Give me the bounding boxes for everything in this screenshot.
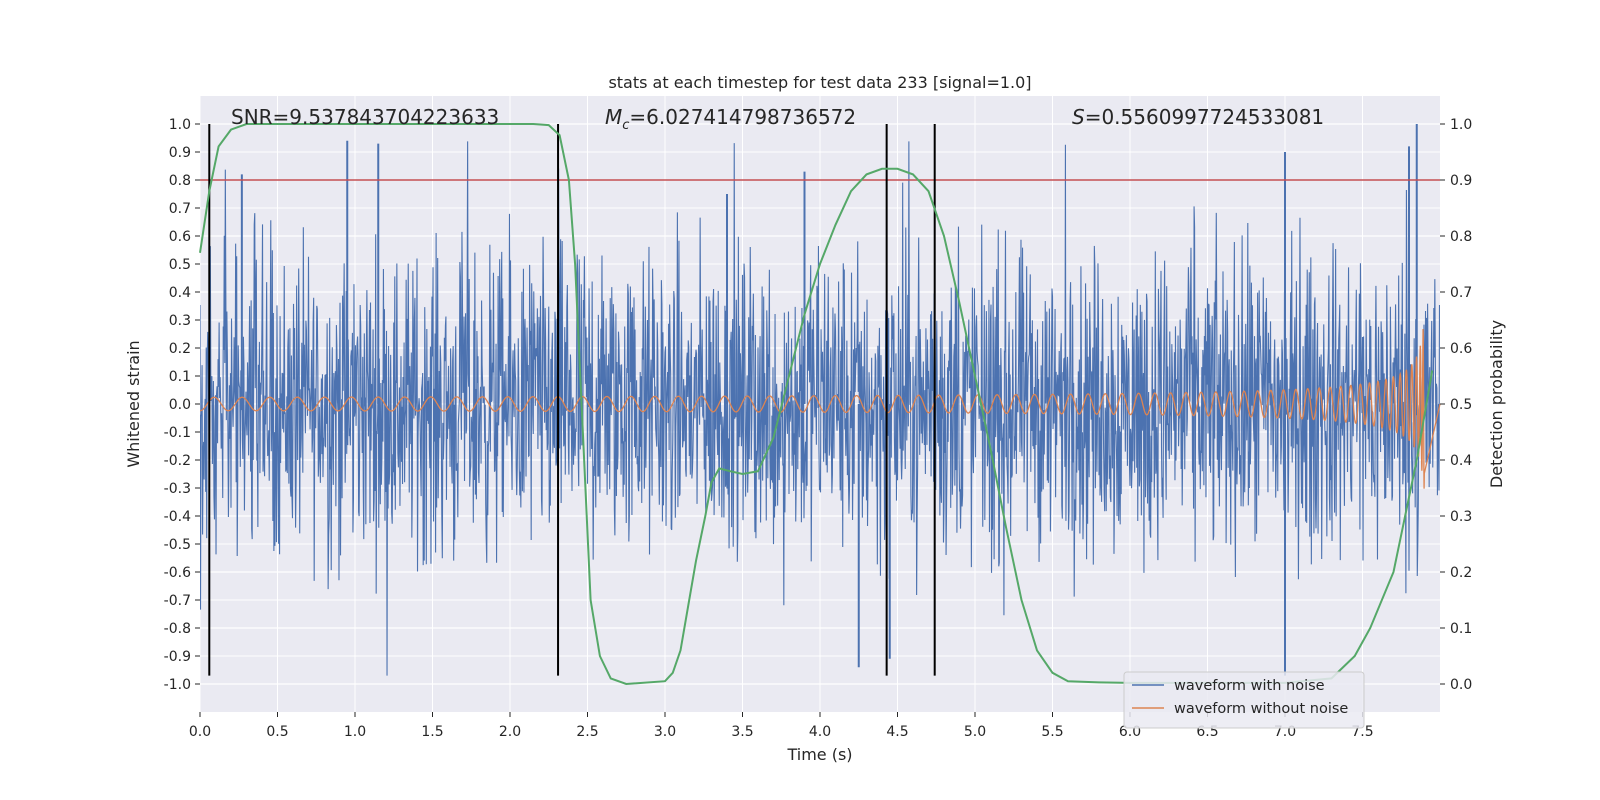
y-tick-label: 1.0 [169, 117, 191, 133]
chirp-mass-value: =6.027414798736572 [629, 105, 856, 129]
s-value: =0.5560997724533081 [1085, 105, 1324, 129]
legend-entry-noise: waveform with noise [1174, 678, 1325, 694]
noise-trace [200, 141, 1440, 676]
x-tick-label: 0.5 [266, 724, 288, 740]
y-right-tick-label: 0.9 [1450, 173, 1472, 189]
y-axis-right-label: Detection probability [1487, 320, 1506, 488]
y-tick-label: -0.6 [164, 565, 191, 581]
x-tick-label: 3.5 [731, 724, 753, 740]
clean-trace [199, 328, 1441, 489]
waveform-without-noise-series [199, 328, 1441, 489]
x-tick-label: 2.0 [499, 724, 521, 740]
y-axis-left: 1.0 0.9 0.8 0.7 0.6 0.5 0.4 0.3 0.2 0.1 0.0 -0.1 -0.… [164, 117, 200, 693]
y-axis-right: 1.0 0.9 0.8 0.7 0.6 0.5 0.4 0.3 0.2 0.1 0.0 [1440, 117, 1472, 693]
x-tick-label: 0.0 [189, 724, 211, 740]
legend: waveform with noise waveform without noi… [1123, 671, 1365, 729]
y-tick-label: 0.5 [169, 257, 191, 273]
y-tick-label: -0.3 [164, 481, 191, 497]
y-right-tick-label: 0.7 [1450, 285, 1472, 301]
s-symbol: S [1072, 105, 1085, 129]
chart-title: stats at each timestep for test data 233… [608, 73, 1031, 92]
y-tick-label: -1.0 [164, 677, 191, 693]
x-tick-label: 5.0 [964, 724, 986, 740]
x-tick-label: 1.0 [344, 724, 366, 740]
y-tick-label: -0.9 [164, 649, 191, 665]
y-tick-label: 0.0 [169, 397, 191, 413]
y-tick-label: -0.2 [164, 453, 191, 469]
y-tick-label: -0.1 [164, 425, 191, 441]
y-tick-label: -0.5 [164, 537, 191, 553]
y-right-tick-label: 0.0 [1450, 677, 1472, 693]
snr-annotation: SNR=9.537843704223633 [231, 105, 499, 129]
y-tick-label: -0.8 [164, 621, 191, 637]
y-tick-label: -0.4 [164, 509, 191, 525]
detection-probability-series [199, 123, 1434, 686]
x-tick-label: 5.5 [1041, 724, 1063, 740]
y-tick-label: 0.1 [169, 369, 191, 385]
waveform-with-noise-series [200, 124, 1440, 676]
y-tick-label: 0.9 [169, 145, 191, 161]
y-tick-label: 0.7 [169, 201, 191, 217]
x-tick-label: 4.0 [809, 724, 831, 740]
y-right-tick-label: 0.4 [1450, 453, 1472, 469]
chirp-mass-annotation: Mc=6.027414798736572 [605, 105, 856, 133]
x-tick-label: 2.5 [576, 724, 598, 740]
probability-trace [199, 123, 1434, 686]
s-annotation: S=0.5560997724533081 [1072, 105, 1324, 129]
y-right-tick-label: 0.1 [1450, 621, 1472, 637]
y-tick-label: -0.7 [164, 593, 191, 609]
y-right-tick-label: 1.0 [1450, 117, 1472, 133]
y-right-tick-label: 0.5 [1450, 397, 1472, 413]
y-right-tick-label: 0.8 [1450, 229, 1472, 245]
y-axis-label: Whitened strain [124, 340, 143, 467]
y-tick-label: 0.3 [169, 313, 191, 329]
x-tick-label: 1.5 [421, 724, 443, 740]
y-tick-label: 0.6 [169, 229, 191, 245]
y-right-tick-label: 0.6 [1450, 341, 1472, 357]
y-tick-label: 0.2 [169, 341, 191, 357]
vertical-markers [208, 124, 936, 676]
chirp-mass-subscript: c [622, 118, 629, 133]
chirp-mass-symbol: M [605, 105, 622, 129]
y-tick-label: 0.4 [169, 285, 191, 301]
y-tick-label: 0.8 [169, 173, 191, 189]
x-tick-label: 3.0 [654, 724, 676, 740]
legend-entry-clean: waveform without noise [1174, 701, 1348, 717]
x-axis-label: Time (s) [786, 745, 852, 764]
x-tick-label: 4.5 [886, 724, 908, 740]
y-right-tick-label: 0.3 [1450, 509, 1472, 525]
y-right-tick-label: 0.2 [1450, 565, 1472, 581]
